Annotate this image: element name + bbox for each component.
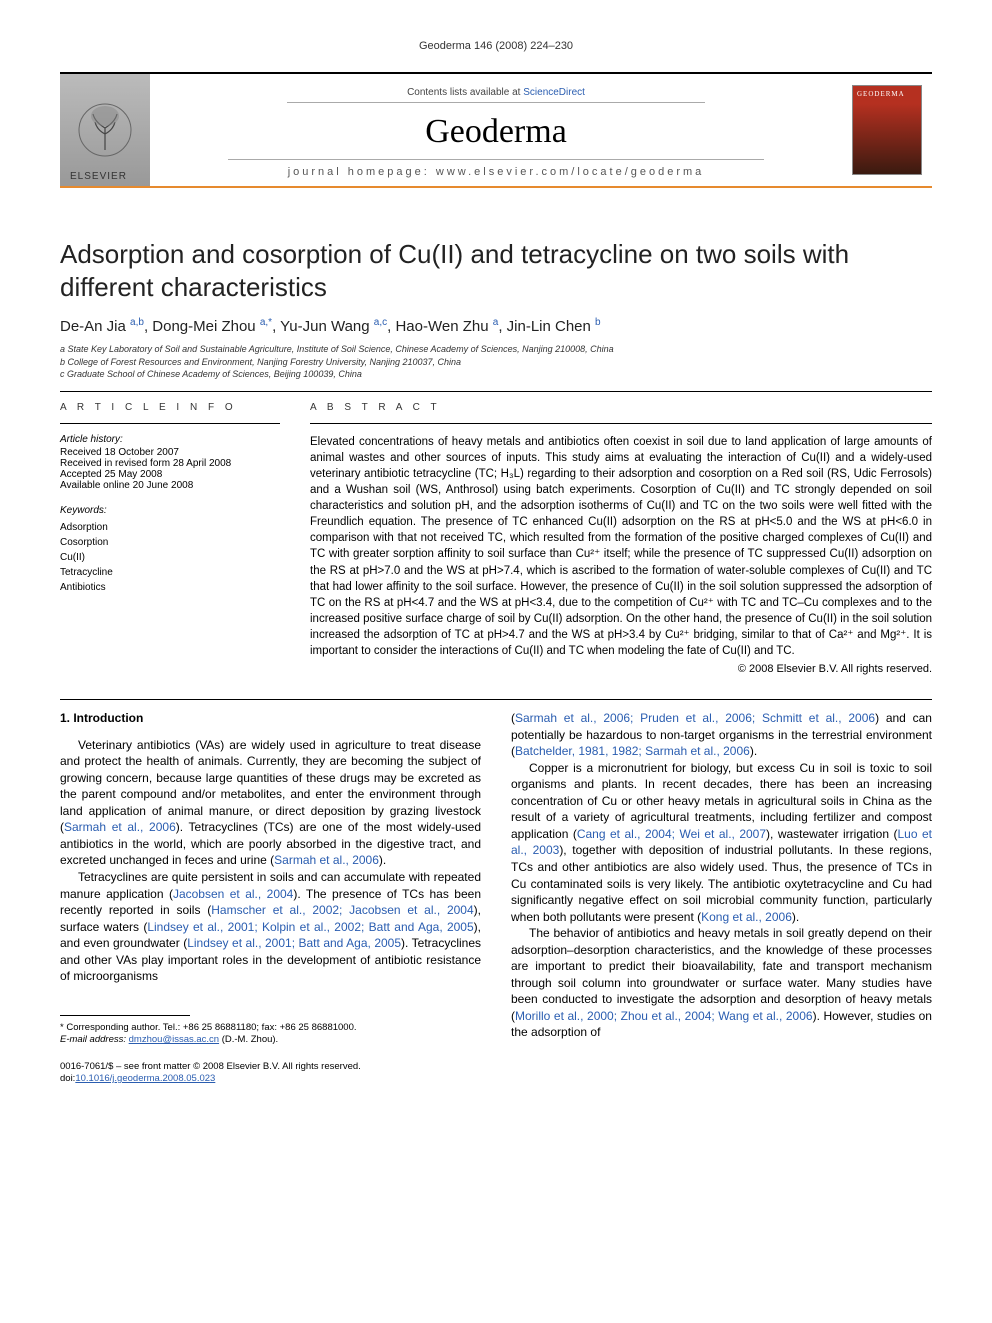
copyright-block: 0016-7061/$ – see front matter © 2008 El… bbox=[60, 1061, 481, 1086]
keyword: Cosorption bbox=[60, 535, 280, 550]
abstract-copyright: © 2008 Elsevier B.V. All rights reserved… bbox=[310, 663, 932, 675]
footnotes: * Corresponding author. Tel.: +86 25 868… bbox=[60, 1022, 481, 1047]
body-paragraph: Tetracyclines are quite persistent in so… bbox=[60, 869, 481, 985]
article-title: Adsorption and cosorption of Cu(II) and … bbox=[60, 238, 932, 303]
contents-line: Contents lists available at ScienceDirec… bbox=[287, 83, 705, 103]
elsevier-tree-icon bbox=[75, 100, 135, 160]
email-label: E-mail address: bbox=[60, 1034, 126, 1045]
abstract-body: Elevated concentrations of heavy metals … bbox=[310, 434, 932, 659]
email-suffix: (D.-M. Zhou). bbox=[222, 1034, 278, 1045]
journal-masthead: ELSEVIER Contents lists available at Sci… bbox=[60, 72, 932, 188]
body-paragraph: Veterinary antibiotics (VAs) are widely … bbox=[60, 737, 481, 869]
sciencedirect-link[interactable]: ScienceDirect bbox=[523, 87, 585, 98]
rule bbox=[60, 391, 932, 392]
email-link[interactable]: dmzhou@issas.ac.cn bbox=[129, 1034, 219, 1045]
cover-thumbnail: GEODERMA bbox=[852, 85, 922, 175]
history-item: Accepted 25 May 2008 bbox=[60, 469, 280, 480]
history-label: Article history: bbox=[60, 434, 280, 445]
journal-homepage: journal homepage: www.elsevier.com/locat… bbox=[228, 159, 765, 180]
affiliation: c Graduate School of Chinese Academy of … bbox=[60, 368, 932, 381]
doi-label: doi: bbox=[60, 1073, 75, 1084]
author-list: De-An Jia a,b, Dong-Mei Zhou a,*, Yu-Jun… bbox=[60, 317, 932, 335]
front-matter-line: 0016-7061/$ – see front matter © 2008 El… bbox=[60, 1061, 481, 1073]
history-item: Received in revised form 28 April 2008 bbox=[60, 458, 280, 469]
abstract-panel: A B S T R A C T Elevated concentrations … bbox=[310, 402, 932, 675]
keyword: Antibiotics bbox=[60, 580, 280, 595]
keyword: Tetracycline bbox=[60, 565, 280, 580]
rule bbox=[60, 699, 932, 700]
section-heading: 1. Introduction bbox=[60, 710, 481, 727]
column-left: 1. Introduction Veterinary antibiotics (… bbox=[60, 710, 481, 1085]
rule bbox=[60, 423, 280, 424]
cover-thumbnail-container: GEODERMA bbox=[842, 74, 932, 186]
abstract-heading: A B S T R A C T bbox=[310, 402, 932, 413]
corresponding-note: * Corresponding author. Tel.: +86 25 868… bbox=[60, 1022, 481, 1034]
history-item: Received 18 October 2007 bbox=[60, 447, 280, 458]
rule bbox=[310, 423, 932, 424]
article-info-panel: A R T I C L E I N F O Article history: R… bbox=[60, 402, 280, 675]
keyword: Adsorption bbox=[60, 520, 280, 535]
article-info-heading: A R T I C L E I N F O bbox=[60, 402, 280, 413]
affiliation: a State Key Laboratory of Soil and Susta… bbox=[60, 343, 932, 356]
doi-link[interactable]: 10.1016/j.geoderma.2008.05.023 bbox=[75, 1073, 215, 1084]
footnote-rule bbox=[60, 1015, 190, 1016]
publisher-label: ELSEVIER bbox=[70, 171, 127, 182]
contents-prefix: Contents lists available at bbox=[407, 87, 523, 98]
keyword: Cu(II) bbox=[60, 550, 280, 565]
publisher-logo: ELSEVIER bbox=[60, 74, 150, 186]
body-paragraph: The behavior of antibiotics and heavy me… bbox=[511, 925, 932, 1041]
history-item: Available online 20 June 2008 bbox=[60, 480, 280, 491]
journal-name: Geoderma bbox=[150, 113, 842, 151]
keywords-label: Keywords: bbox=[60, 503, 280, 518]
column-right: (Sarmah et al., 2006; Pruden et al., 200… bbox=[511, 710, 932, 1085]
affiliation: b College of Forest Resources and Enviro… bbox=[60, 356, 932, 369]
body-paragraph: Copper is a micronutrient for biology, b… bbox=[511, 760, 932, 925]
affiliations: a State Key Laboratory of Soil and Susta… bbox=[60, 343, 932, 381]
cover-label: GEODERMA bbox=[857, 90, 905, 98]
running-header: Geoderma 146 (2008) 224–230 bbox=[60, 40, 932, 52]
body-columns: 1. Introduction Veterinary antibiotics (… bbox=[60, 710, 932, 1085]
body-paragraph: (Sarmah et al., 2006; Pruden et al., 200… bbox=[511, 710, 932, 760]
